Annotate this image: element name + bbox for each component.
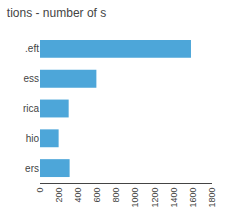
svg-text:800: 800 <box>111 188 121 203</box>
svg-text:.eft: .eft <box>25 43 39 54</box>
svg-text:400: 400 <box>73 188 83 203</box>
svg-text:1400: 1400 <box>169 188 179 208</box>
svg-text:rica: rica <box>23 103 40 114</box>
svg-text:tions - number of s: tions - number of s <box>7 6 106 20</box>
svg-text:ers: ers <box>25 163 39 174</box>
svg-text:0: 0 <box>35 188 45 193</box>
svg-text:200: 200 <box>54 188 64 203</box>
svg-text:1000: 1000 <box>130 188 140 208</box>
svg-text:1600: 1600 <box>188 188 198 208</box>
svg-text:1200: 1200 <box>150 188 160 208</box>
svg-text:600: 600 <box>92 188 102 203</box>
svg-text:1800: 1800 <box>207 188 217 208</box>
svg-text:ess: ess <box>23 73 39 84</box>
svg-text:hio: hio <box>26 133 40 144</box>
